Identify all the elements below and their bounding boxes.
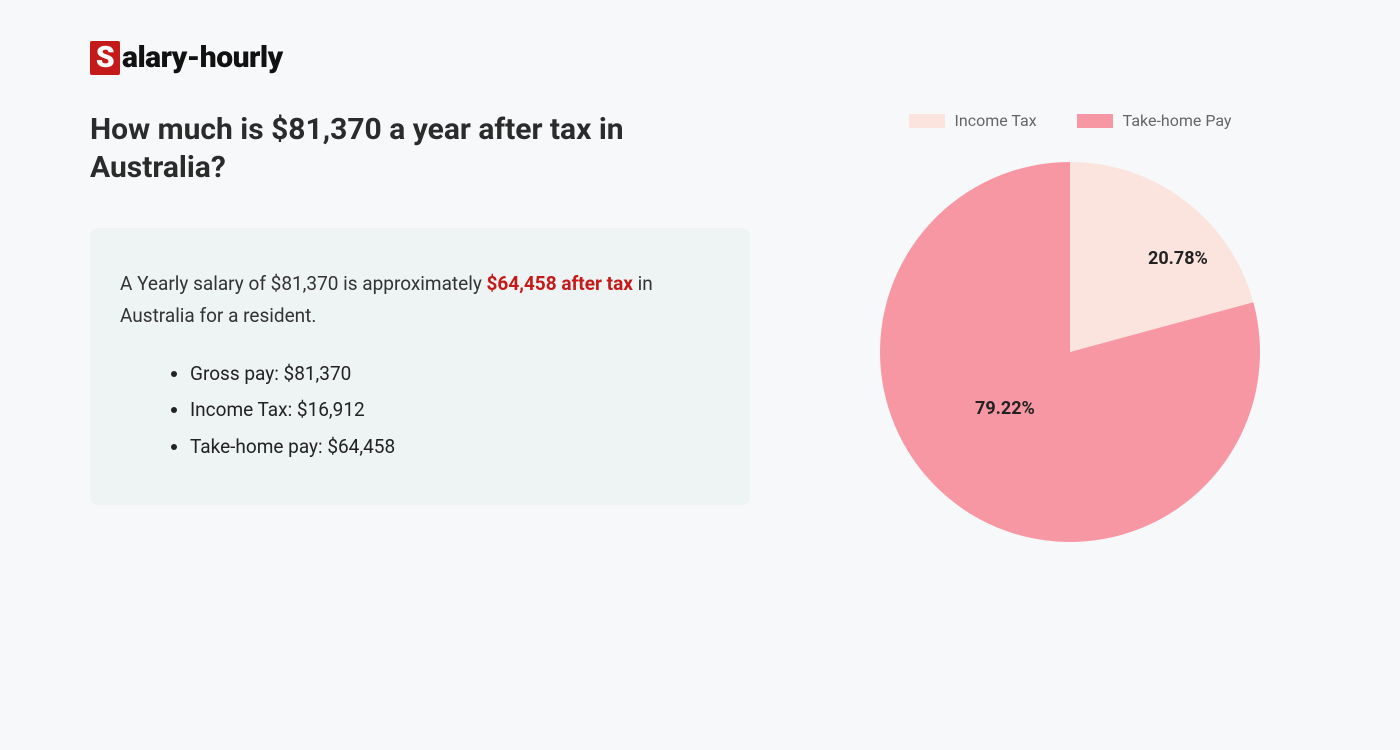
site-logo: S alary-hourly — [90, 40, 1310, 75]
summary-highlight: $64,458 after tax — [487, 272, 633, 295]
page-title: How much is $81,370 a year after tax in … — [90, 111, 750, 188]
summary-prefix: A Yearly salary of $81,370 is approximat… — [120, 272, 487, 295]
logo-text: alary-hourly — [122, 40, 283, 75]
summary-bullets: Gross pay: $81,370 Income Tax: $16,912 T… — [120, 356, 720, 464]
legend-swatch — [909, 114, 945, 128]
legend-swatch — [1077, 114, 1113, 128]
page-root: S alary-hourly How much is $81,370 a yea… — [0, 0, 1400, 602]
pie-chart: 20.78% 79.22% — [880, 142, 1260, 562]
legend-item-income-tax: Income Tax — [909, 111, 1037, 130]
slice-label-take-home: 79.22% — [975, 398, 1035, 419]
legend-label: Income Tax — [955, 111, 1037, 130]
content-row: How much is $81,370 a year after tax in … — [90, 111, 1310, 562]
summary-sentence: A Yearly salary of $81,370 is approximat… — [120, 268, 720, 333]
list-item: Income Tax: $16,912 — [190, 392, 720, 428]
legend-item-take-home: Take-home Pay — [1077, 111, 1232, 130]
summary-box: A Yearly salary of $81,370 is approximat… — [90, 228, 750, 505]
slice-label-income-tax: 20.78% — [1148, 248, 1208, 269]
list-item: Gross pay: $81,370 — [190, 356, 720, 392]
chart-legend: Income Tax Take-home Pay — [909, 111, 1232, 130]
left-column: How much is $81,370 a year after tax in … — [90, 111, 750, 562]
pie-svg — [880, 142, 1260, 562]
right-column: Income Tax Take-home Pay 20.78% 79.22% — [830, 111, 1310, 562]
logo-badge: S — [90, 41, 120, 75]
legend-label: Take-home Pay — [1123, 111, 1232, 130]
list-item: Take-home pay: $64,458 — [190, 429, 720, 465]
